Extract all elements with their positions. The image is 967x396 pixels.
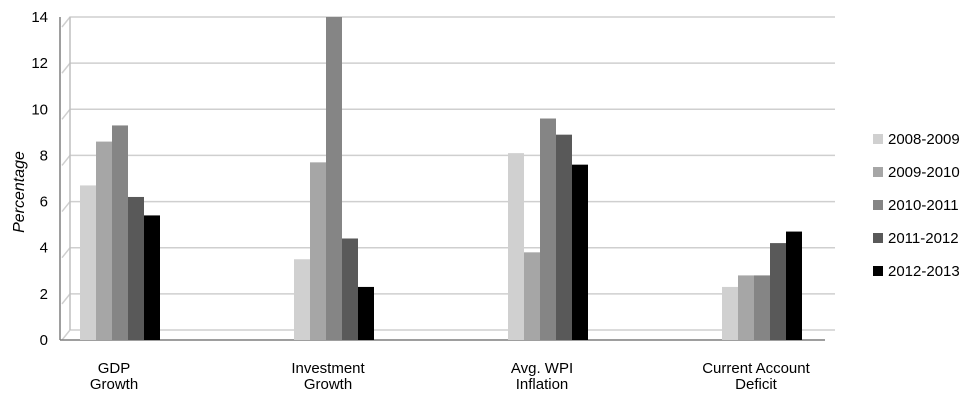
gridline — [61, 62, 835, 74]
bar — [342, 238, 358, 340]
legend: 2008-2009 2009-2010 2010-2011 2011-2012 2012… — [873, 131, 960, 280]
legend-swatch — [873, 167, 883, 177]
bar — [96, 141, 112, 340]
x-category-label: Avg. WPI Inflation — [511, 360, 573, 393]
bar — [326, 17, 342, 340]
legend-swatch — [873, 233, 883, 243]
gridline — [61, 246, 835, 259]
legend-swatch — [873, 134, 883, 144]
y-axis-label: Percentage — [11, 151, 28, 233]
gridlines — [61, 16, 835, 305]
bar — [754, 275, 770, 340]
bar — [294, 259, 310, 340]
bar — [80, 185, 96, 340]
y-tick-label: 0 — [40, 332, 48, 349]
y-tick-labels: 0 2 4 6 8 10 12 14 — [31, 9, 48, 349]
bar — [556, 134, 572, 340]
y-tick-label: 10 — [31, 101, 48, 118]
bar — [358, 286, 374, 340]
gridline — [61, 293, 835, 305]
gridline — [61, 16, 835, 28]
gridline — [61, 200, 835, 213]
legend-label: 2012-2013 — [888, 263, 960, 280]
legend-swatch — [873, 200, 883, 210]
bar — [524, 252, 540, 340]
y-tick-label: 6 — [40, 194, 48, 211]
y-tick-label: 12 — [31, 55, 48, 72]
bars — [80, 17, 802, 340]
bar — [572, 164, 588, 340]
legend-swatch — [873, 266, 883, 276]
axes — [59, 17, 835, 341]
y-tick-label: 4 — [40, 240, 48, 257]
y-tick-label: 2 — [40, 286, 48, 303]
x-category-labels: GDP Growth Investment Growth Avg. WPI Inflati… — [90, 360, 811, 393]
x-category-label: GDP Growth — [90, 360, 138, 393]
gridline — [61, 108, 835, 120]
x-category-label: Current Account Deficit — [702, 360, 810, 393]
bar — [770, 243, 786, 340]
bar — [786, 231, 802, 340]
bar — [144, 215, 160, 340]
bar — [508, 153, 524, 340]
bar — [738, 275, 754, 340]
y-tick-label: 8 — [40, 147, 48, 164]
bar — [540, 118, 556, 340]
bar — [112, 125, 128, 340]
legend-label: 2010-2011 — [888, 197, 959, 214]
x-category-label: Investment Growth — [291, 360, 365, 393]
bar — [128, 196, 144, 340]
legend-label: 2009-2010 — [888, 164, 960, 181]
gridline — [61, 154, 835, 166]
bar — [722, 286, 738, 340]
y-tick-label: 14 — [31, 9, 48, 26]
floor-back-edge — [61, 329, 835, 341]
legend-label: 2008-2009 — [888, 131, 960, 148]
legend-label: 2011-2012 — [888, 230, 959, 247]
bar — [310, 162, 326, 340]
